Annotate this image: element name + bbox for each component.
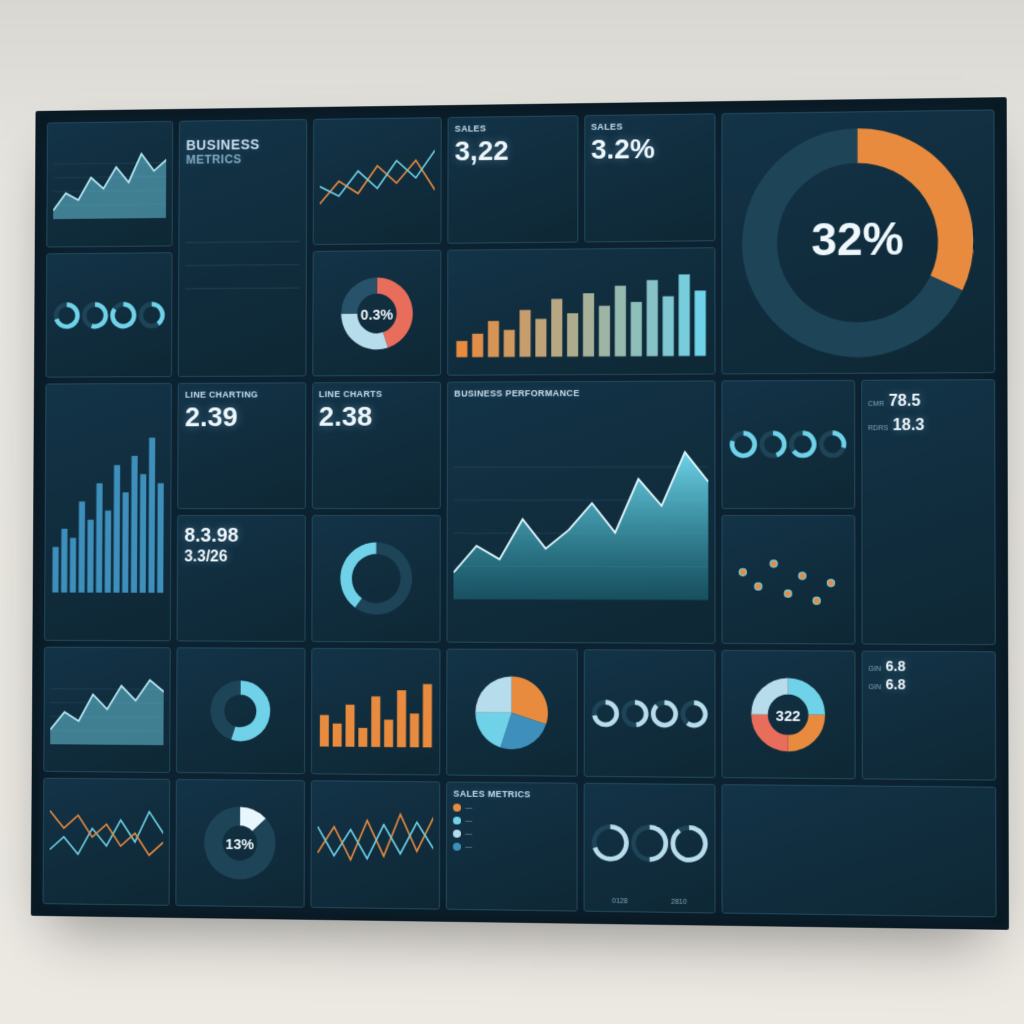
line-multi <box>49 785 163 899</box>
panel-pie <box>446 648 577 777</box>
legend-row: — <box>453 816 570 826</box>
panel-multiline <box>313 117 442 245</box>
panel-kpi-b: LINE CHARTS 2.38 <box>312 382 442 509</box>
svg-text:0.3%: 0.3% <box>360 307 393 323</box>
legend-row: — <box>453 829 570 839</box>
area-chart <box>53 128 167 241</box>
kpi-a-title: LINE CHARTING <box>185 390 299 400</box>
panel-rings <box>46 252 173 378</box>
kpi-b-title: LINE CHARTS <box>319 389 435 399</box>
sales-b-title: SALES <box>591 120 708 132</box>
panel-kpi-c: 8.3.98 3.3/26 <box>177 515 306 642</box>
area-sm <box>50 653 164 766</box>
stacked-lines <box>185 171 300 370</box>
business-subtitle: METRICS <box>186 152 300 167</box>
panel-sales-b: SALES 3.2% <box>584 113 716 242</box>
ring-label: 2810 <box>671 899 687 906</box>
rings2 <box>590 656 708 771</box>
rings-row <box>52 259 166 371</box>
big-area-chart <box>454 398 709 637</box>
panel-donut-half <box>176 647 305 775</box>
panel-bars-g <box>722 784 997 917</box>
svg-text:32%: 32% <box>811 213 904 266</box>
ministats-rows: CMR 78.5 RDRS 18.3 <box>868 393 988 436</box>
kpi-a-value: 2.39 <box>185 403 300 431</box>
dashboard-grid: BUSINESS METRICS SALES 3,22 SALES 3.2% 3… <box>43 109 997 917</box>
legend-row: — <box>453 803 570 813</box>
kpi-c-value2: 3.3/26 <box>184 549 299 565</box>
panel-title-business: BUSINESS METRICS <box>178 119 307 377</box>
rings4 <box>729 387 848 502</box>
ministat-row: RDRS 18.3 <box>868 417 988 436</box>
donut-mid: 0.3% <box>319 256 435 369</box>
panel-kpi-a: LINE CHARTING 2.39 <box>178 383 307 509</box>
donut-half <box>183 654 298 768</box>
rings3 <box>590 790 708 897</box>
sales-a-title: SALES <box>455 122 571 133</box>
ring-label: 0128 <box>612 898 628 905</box>
panel-zigzag <box>310 781 440 910</box>
minirow: GIN 6.8 <box>868 676 988 695</box>
bars-gradient <box>729 792 989 911</box>
panel-donut-big: 32% <box>722 109 996 374</box>
zigzag <box>317 788 433 903</box>
svg-text:322: 322 <box>776 708 801 725</box>
sales-a-value: 3,22 <box>455 136 571 165</box>
panel-area-top-left <box>46 121 173 247</box>
donut-big: 32% <box>729 117 988 368</box>
scatter-chart <box>729 522 848 637</box>
kpi-b-value: 2.38 <box>319 403 435 431</box>
kpi-c-value: 8.3.98 <box>184 526 299 546</box>
panel-minirows: GIN 6.8 GIN 6.8 <box>861 650 996 781</box>
panel-donut-quad: 322 <box>722 650 856 780</box>
panel-area-sm <box>43 646 171 773</box>
legend-row: — <box>453 842 570 852</box>
panel-ministats: CMR 78.5 RDRS 18.3 <box>861 380 996 645</box>
panel-rings3: 0128 2810 <box>583 783 715 913</box>
panel-donut-mid: 0.3% <box>312 249 442 376</box>
ministat-row: CMR 78.5 <box>868 393 988 412</box>
donut-sm <box>318 522 434 635</box>
minibars-left <box>51 390 166 634</box>
panel-minibars-left <box>44 383 172 641</box>
panel-rings4 <box>722 380 855 509</box>
legend-rows: — — — — <box>453 803 570 852</box>
donut-13: 13% <box>183 786 298 900</box>
panel-bars-or <box>311 648 441 776</box>
panel-legend: SALES METRICS — — — — <box>446 782 577 912</box>
bars-wide <box>454 254 708 369</box>
legend-title: SALES METRICS <box>453 789 570 800</box>
sales-b-value: 3.2% <box>591 134 709 163</box>
minirow: GIN 6.8 <box>868 657 988 676</box>
pie-chart <box>453 655 570 770</box>
panel-big-area: BUSINESS PERFORMANCE <box>447 381 716 644</box>
business-title: BUSINESS <box>186 136 300 153</box>
panel-bars-wide <box>447 247 715 376</box>
donut-quad: 322 <box>729 657 848 773</box>
panel-line-multi <box>43 778 171 906</box>
panel-donut-13: 13% <box>176 779 305 907</box>
bars-orange <box>318 655 434 769</box>
dashboard-frame: BUSINESS METRICS SALES 3,22 SALES 3.2% 3… <box>31 97 1009 930</box>
panel-scatter <box>722 515 855 644</box>
panel-sales-a: SALES 3,22 <box>448 115 578 243</box>
panel-rings2 <box>583 649 715 778</box>
panel-donut-sm <box>311 515 441 642</box>
svg-text:13%: 13% <box>226 837 255 853</box>
multiline-chart <box>319 124 435 238</box>
